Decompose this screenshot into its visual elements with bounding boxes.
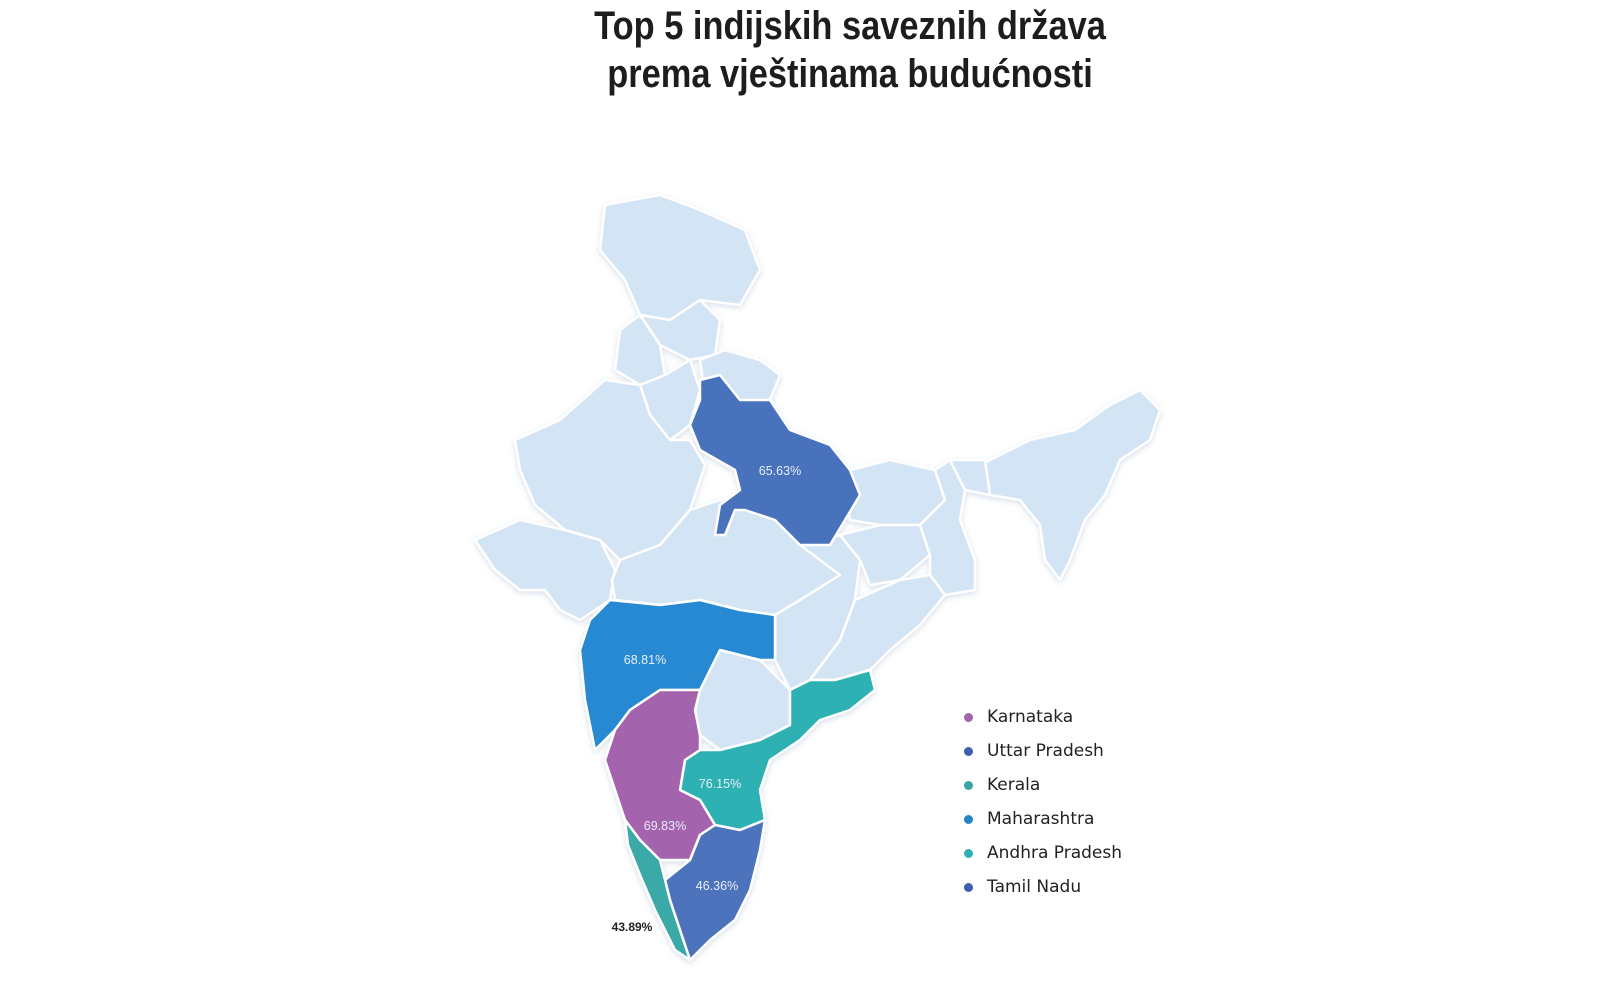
legend-label: Karnataka	[987, 707, 1074, 727]
value-label-uttar-pradesh: 65.63%	[759, 464, 801, 478]
value-label-karnataka: 69.83%	[644, 819, 686, 833]
legend-item: Maharashtra	[964, 802, 1122, 836]
region-jammu-kashmir	[598, 193, 762, 322]
region-uttar-pradesh	[688, 373, 862, 547]
legend-item: Kerala	[964, 768, 1122, 802]
legend-dot	[964, 848, 973, 858]
legend-label: Tamil Nadu	[987, 877, 1082, 897]
legend-label: Kerala	[987, 775, 1041, 795]
region-gujarat	[473, 518, 617, 622]
legend-item: Tamil Nadu	[964, 870, 1122, 904]
legend-label: Maharashtra	[987, 809, 1095, 829]
legend-label: Uttar Pradesh	[987, 741, 1104, 761]
legend-item: Karnataka	[964, 700, 1122, 734]
legend-dot	[964, 780, 973, 790]
region-tamil-nadu	[663, 818, 767, 962]
title-line-2: prema vještinama budućnosti	[607, 52, 1093, 96]
region-odisha	[808, 573, 947, 682]
legend-dot	[964, 746, 973, 756]
region-sikkim-corridor	[948, 458, 992, 497]
legend-dot	[964, 712, 973, 722]
legend-dot	[964, 814, 973, 824]
value-label-tamil-nadu: 46.36%	[696, 879, 738, 893]
legend-item: Andhra Pradesh	[964, 836, 1122, 870]
legend: Karnataka Uttar Pradesh Kerala Maharasht…	[964, 700, 1122, 904]
region-jharkhand	[838, 523, 932, 587]
region-northeast	[978, 388, 1162, 582]
legend-item: Uttar Pradesh	[964, 734, 1122, 768]
value-label-maharashtra: 68.81%	[624, 653, 666, 667]
value-label-andhra-pradesh: 76.15%	[699, 777, 741, 791]
legend-label: Andhra Pradesh	[987, 843, 1123, 863]
title-line-1: Top 5 indijskih saveznih država	[594, 4, 1106, 48]
value-label-kerala: 43.89%	[612, 920, 653, 934]
region-rajasthan	[513, 378, 707, 562]
page-title: Top 5 indijskih saveznih država prema vj…	[119, 2, 1495, 98]
region-kerala	[623, 818, 692, 962]
legend-dot	[964, 882, 973, 892]
